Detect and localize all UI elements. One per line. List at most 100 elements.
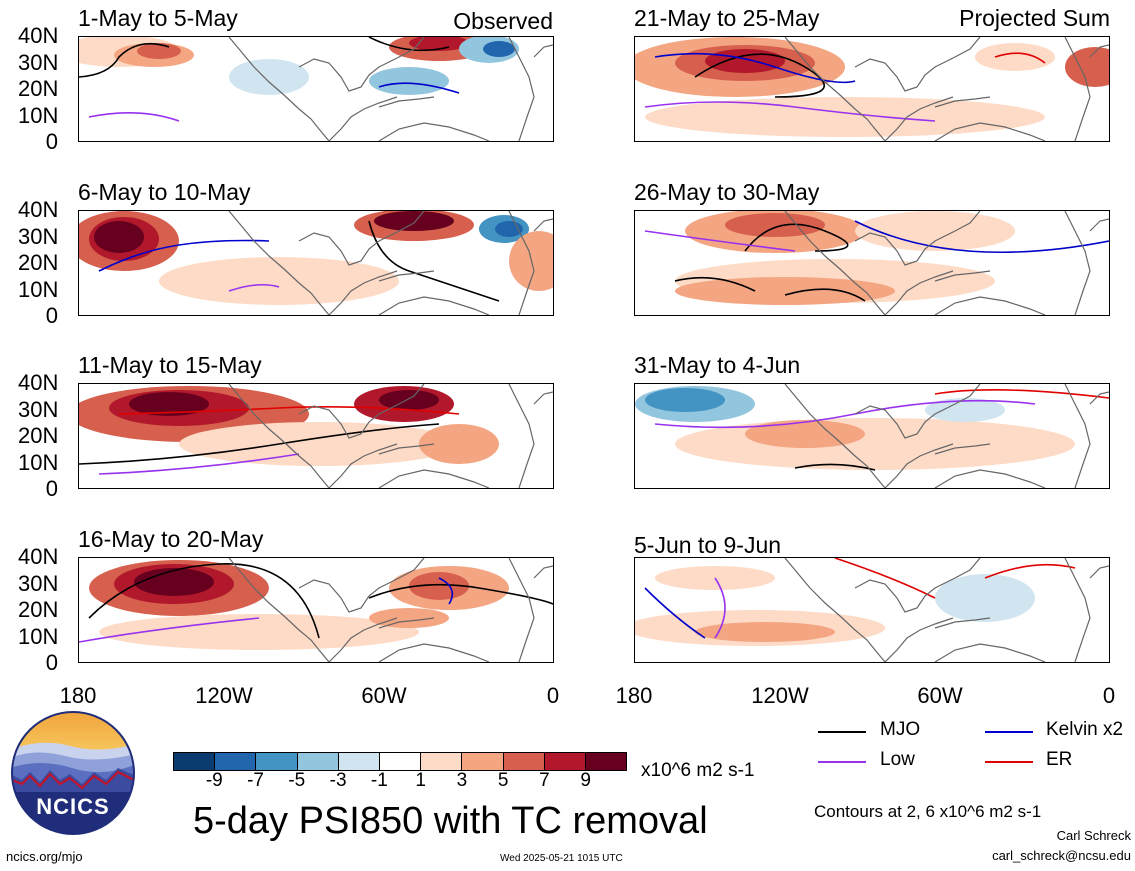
- email[interactable]: carl_schreck@ncsu.edu: [992, 848, 1131, 863]
- anomaly-region: [99, 614, 419, 650]
- colorbar-swatch: [421, 753, 463, 770]
- panel-title-2: 6-May to 10-May: [78, 179, 251, 205]
- low-contour: [88, 112, 180, 122]
- mjo-contour: [79, 42, 170, 78]
- panel-title-1: 1-May to 5-May: [78, 5, 238, 31]
- logo-text: NCICS: [36, 794, 110, 819]
- low-contour: [714, 577, 726, 639]
- colorbar-label: -7: [247, 770, 264, 791]
- colorbar-swatch: [215, 753, 257, 770]
- anomaly-region: [94, 221, 144, 253]
- legend-low-label: Low: [880, 749, 915, 770]
- y-tick-label: 40N: [18, 23, 59, 48]
- kel-contour: [854, 220, 1109, 254]
- y-tick-label: 0: [45, 303, 58, 328]
- y-tick-label: 10N: [18, 623, 59, 649]
- panel-title-5: 21-May to 25-May: [634, 5, 820, 31]
- y-tick-label: 30N: [18, 570, 59, 596]
- anomaly-region: [645, 97, 1045, 137]
- panel-title-8: 5-Jun to 9-Jun: [634, 532, 782, 558]
- projected-label: Projected Sum: [959, 5, 1110, 31]
- legend-kelvin-label: Kelvin x2: [1046, 719, 1124, 740]
- map-panel-8: [634, 557, 1110, 663]
- kel-contour: [98, 239, 270, 272]
- y-tick-label: 0: [45, 476, 58, 501]
- site-link[interactable]: ncics.org/mjo: [6, 849, 83, 864]
- observed-label: Observed: [453, 8, 553, 34]
- coastlines: [784, 211, 1109, 315]
- anomaly-region: [695, 622, 835, 642]
- x-tick-right-0: 0: [1102, 683, 1116, 708]
- anomaly-region: [409, 37, 469, 51]
- anomaly-region: [137, 43, 181, 59]
- colorbar-swatch: [297, 753, 339, 770]
- y-tick-label: 0: [45, 129, 58, 154]
- low-contour: [79, 617, 260, 643]
- kel-contour: [438, 577, 454, 605]
- low-contour: [644, 101, 936, 122]
- anomaly-region: [409, 572, 469, 600]
- map-panel-4: [78, 557, 554, 663]
- anomaly-region: [159, 257, 399, 305]
- coastlines: [228, 558, 553, 662]
- coastlines: [228, 211, 553, 315]
- colorbar: [173, 752, 627, 771]
- anomaly-region: [229, 59, 309, 95]
- anomaly-region: [925, 398, 1005, 422]
- coastlines: [784, 384, 1109, 488]
- x-tick-right-180: 180: [615, 683, 653, 708]
- anomaly-region: [179, 422, 459, 466]
- anomaly-region: [419, 424, 499, 464]
- anomaly-region: [1065, 47, 1109, 87]
- colorbar-label: 9: [580, 770, 591, 791]
- map-panel-3: [78, 383, 554, 489]
- mjo-contour: [368, 583, 553, 605]
- er-contour: [834, 558, 936, 599]
- kel-contour: [644, 587, 706, 639]
- colorbar-label: -3: [329, 770, 347, 791]
- colorbar-label: 3: [456, 770, 468, 791]
- mjo-contour: [88, 563, 320, 639]
- y-tick-label: 20N: [18, 76, 59, 101]
- x-tick-left-180: 180: [59, 683, 97, 708]
- y-tick-label: 10N: [18, 276, 59, 302]
- y-tick-label: 40N: [18, 544, 59, 569]
- colorbar-swatch: [256, 753, 298, 770]
- colorbar-swatch: [462, 753, 504, 770]
- colorbar-swatch: [585, 753, 627, 770]
- colorbar-label: -5: [288, 770, 306, 791]
- x-tick-left-0: 0: [546, 683, 560, 708]
- y-tick-label: 20N: [18, 423, 59, 448]
- anomaly-region: [725, 213, 825, 237]
- anomaly-region: [855, 211, 1015, 251]
- anomaly-region: [495, 221, 523, 237]
- map-panel-7: [634, 383, 1110, 489]
- legend-mjo-line: [818, 731, 866, 733]
- low-contour: [98, 453, 300, 475]
- anomaly-region: [675, 418, 1075, 470]
- er-contour: [994, 52, 1046, 64]
- y-tick-label: 10N: [18, 449, 59, 475]
- mjo-contour: [744, 223, 849, 252]
- legend-kelvin-line: [985, 731, 1033, 733]
- mjo-contour: [794, 463, 876, 471]
- x-tick-left-120w: 120W: [195, 683, 253, 708]
- map-panel-5: [634, 36, 1110, 142]
- colorbar-label: 7: [539, 770, 550, 791]
- y-tick-label: 20N: [18, 597, 59, 622]
- colorbar-label: 5: [497, 770, 509, 791]
- anomaly-region: [369, 67, 449, 95]
- er-contour: [118, 406, 460, 415]
- colorbar-swatch: [338, 753, 380, 770]
- colorbar-label: 1: [415, 770, 426, 791]
- map-panel-6: [634, 210, 1110, 316]
- anomaly-region: [483, 41, 515, 57]
- y-tick-label: 40N: [18, 370, 59, 395]
- anomaly-region: [935, 574, 1035, 622]
- colorbar-label: -1: [370, 770, 388, 791]
- y-tick-label: 30N: [18, 396, 59, 422]
- legend-low-line: [818, 761, 866, 763]
- y-tick-label: 30N: [18, 223, 59, 249]
- legend-er-label: ER: [1046, 749, 1073, 770]
- mjo-contour: [79, 423, 440, 465]
